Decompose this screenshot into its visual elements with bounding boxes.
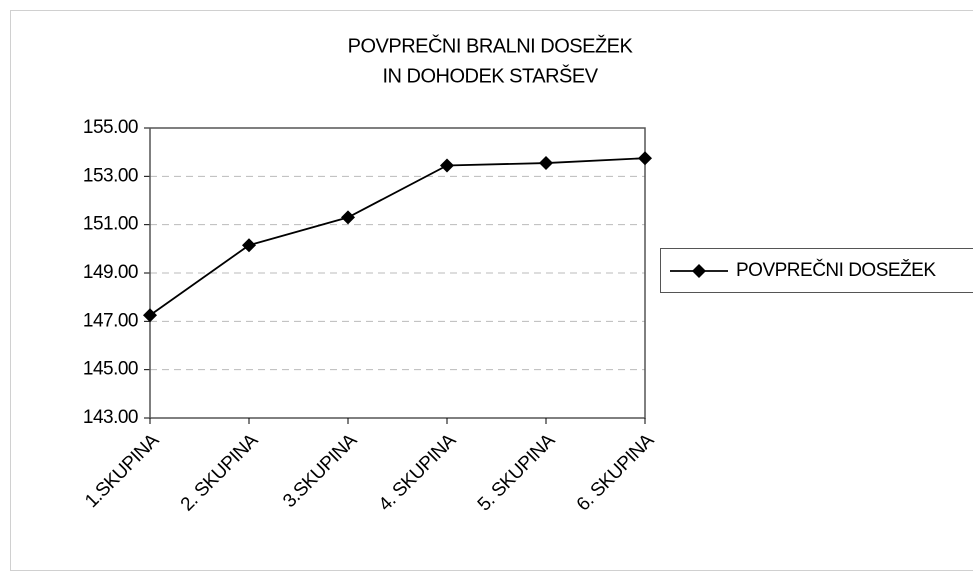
- line: [149, 157, 646, 317]
- marker: [242, 238, 256, 253]
- plot-area: [149, 127, 646, 419]
- y-tick-label: 151.00: [83, 214, 138, 235]
- marker: [143, 308, 157, 323]
- y-tick-label: 145.00: [83, 359, 138, 380]
- y-tick-label: 147.00: [83, 310, 138, 331]
- chart-title: IN DOHODEK STARŠEV: [382, 64, 598, 87]
- marker: [341, 210, 355, 225]
- y-tick-label: 153.00: [83, 165, 138, 186]
- marker: [440, 158, 454, 173]
- y-tick-label: 155.00: [83, 117, 138, 138]
- chart-title: POVPREČNI BRALNI DOSEŽEK: [348, 34, 634, 57]
- y-tick-label: 143.00: [83, 407, 138, 428]
- marker: [638, 151, 652, 166]
- y-tick-label: 149.00: [83, 262, 138, 283]
- marker: [539, 156, 553, 171]
- legend-label: POVPREČNI DOSEŽEK: [736, 259, 936, 281]
- legend-marker: [692, 264, 706, 278]
